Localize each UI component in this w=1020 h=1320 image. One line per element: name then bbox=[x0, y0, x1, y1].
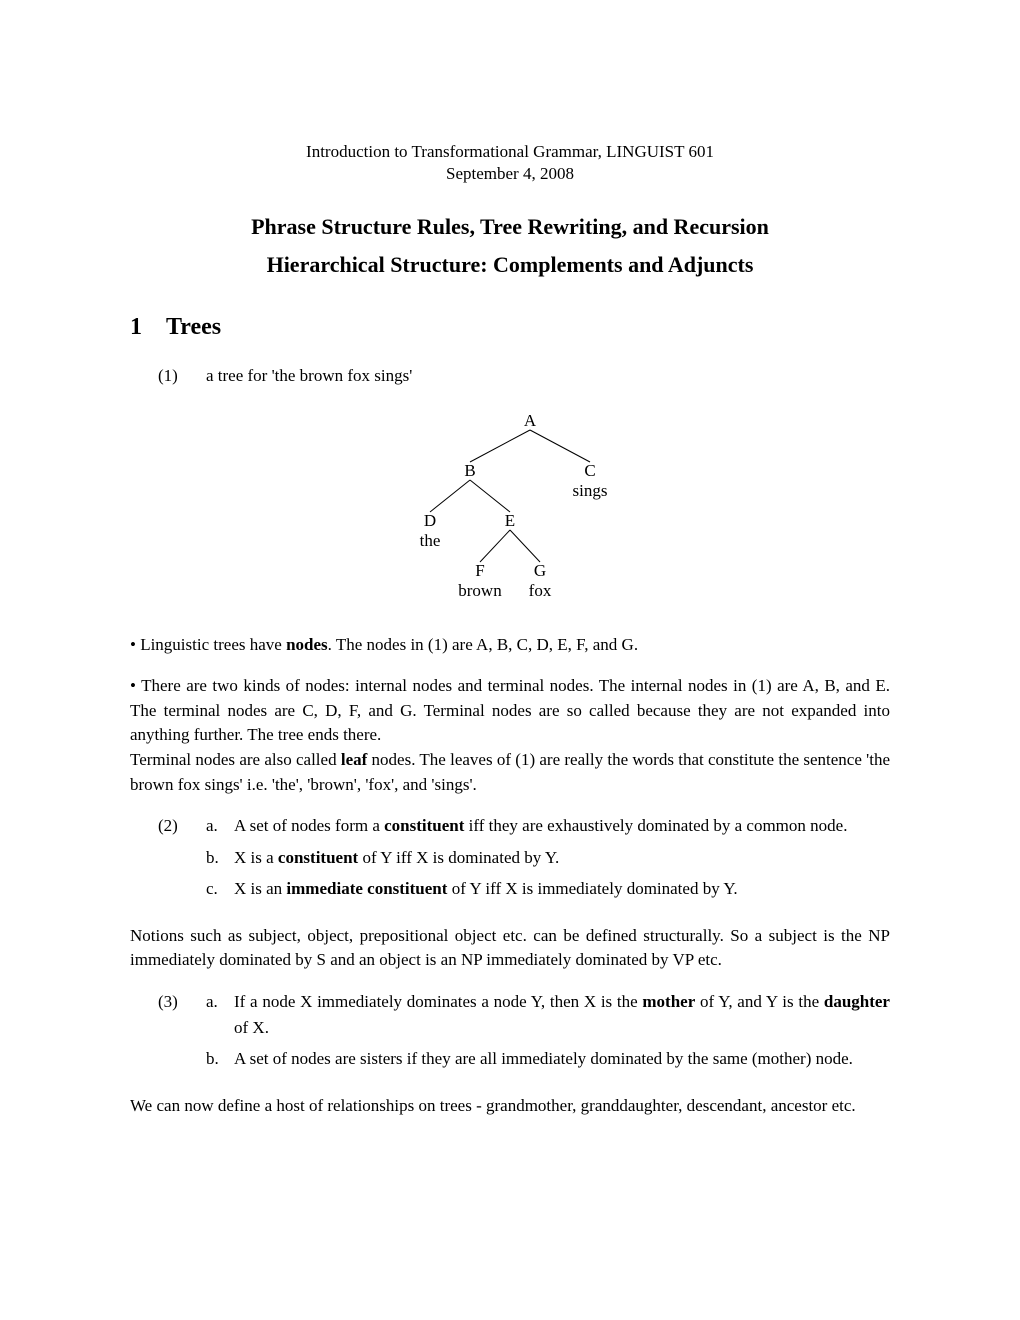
example-subitem: c.X is an immediate constituent of Y iff… bbox=[206, 876, 890, 902]
title-line-1: Phrase Structure Rules, Tree Rewriting, … bbox=[130, 214, 890, 240]
tree-edge bbox=[470, 480, 510, 512]
tree-node-label: B bbox=[464, 461, 475, 480]
tree-edge bbox=[510, 530, 540, 562]
tree-edge bbox=[480, 530, 510, 562]
subitem-letter: b. bbox=[206, 845, 234, 871]
subitem-letter: a. bbox=[206, 813, 234, 839]
tree-node-label: C bbox=[584, 461, 595, 480]
example-1: (1) a tree for 'the brown fox sings' bbox=[158, 363, 890, 389]
subitem-text: X is a constituent of Y iff X is dominat… bbox=[234, 845, 890, 871]
tree-node-label: the bbox=[420, 531, 441, 550]
paragraph-nodes: • Linguistic trees have nodes. The nodes… bbox=[130, 633, 890, 658]
tree-node-label: brown bbox=[458, 581, 502, 600]
subitem-text: A set of nodes are sisters if they are a… bbox=[234, 1046, 890, 1072]
tree-node-label: sings bbox=[573, 481, 608, 500]
tree-node-label: F bbox=[475, 561, 484, 580]
example-subitem: b.X is a constituent of Y iff X is domin… bbox=[206, 845, 890, 871]
paragraph-relationships: We can now define a host of relationship… bbox=[130, 1094, 890, 1119]
example-3: (3) a.If a node X immediately dominates … bbox=[158, 989, 890, 1078]
subitem-text: A set of nodes form a constituent iff th… bbox=[234, 813, 890, 839]
tree-node-label: D bbox=[424, 511, 436, 530]
paragraph-terminal: • There are two kinds of nodes: internal… bbox=[130, 674, 890, 748]
example-number: (3) bbox=[158, 989, 206, 1078]
tree-edge bbox=[430, 480, 470, 512]
section-title: Trees bbox=[166, 314, 221, 340]
example-caption: a tree for 'the brown fox sings' bbox=[206, 363, 890, 389]
tree-node-label: fox bbox=[529, 581, 552, 600]
subitem-letter: a. bbox=[206, 989, 234, 1040]
tree-edge bbox=[470, 430, 530, 462]
example-subitem: a.A set of nodes form a constituent iff … bbox=[206, 813, 890, 839]
syntax-tree: A B Csings Dthe E Fbrown Gfox bbox=[130, 404, 890, 609]
example-2: (2) a.A set of nodes form a constituent … bbox=[158, 813, 890, 908]
example-number: (1) bbox=[158, 363, 206, 389]
example-subitem: a.If a node X immediately dominates a no… bbox=[206, 989, 890, 1040]
course-line: Introduction to Transformational Grammar… bbox=[130, 140, 890, 164]
tree-edge bbox=[530, 430, 590, 462]
subitem-letter: c. bbox=[206, 876, 234, 902]
paragraph-structural: Notions such as subject, object, preposi… bbox=[130, 924, 890, 973]
tree-node-label: G bbox=[534, 561, 546, 580]
example-subitem: b.A set of nodes are sisters if they are… bbox=[206, 1046, 890, 1072]
section-number: 1 bbox=[130, 314, 166, 341]
tree-svg: A B Csings Dthe E Fbrown Gfox bbox=[350, 404, 670, 604]
subitem-text: If a node X immediately dominates a node… bbox=[234, 989, 890, 1040]
subitem-letter: b. bbox=[206, 1046, 234, 1072]
section-heading: 1Trees bbox=[130, 314, 890, 341]
paragraph-leaf: Terminal nodes are also called leaf node… bbox=[130, 748, 890, 797]
tree-node-label: A bbox=[524, 411, 537, 430]
title-line-2: Hierarchical Structure: Complements and … bbox=[130, 252, 890, 278]
tree-node-label: E bbox=[505, 511, 515, 530]
subitem-text: X is an immediate constituent of Y iff X… bbox=[234, 876, 890, 902]
example-number: (2) bbox=[158, 813, 206, 908]
date-line: September 4, 2008 bbox=[130, 164, 890, 184]
